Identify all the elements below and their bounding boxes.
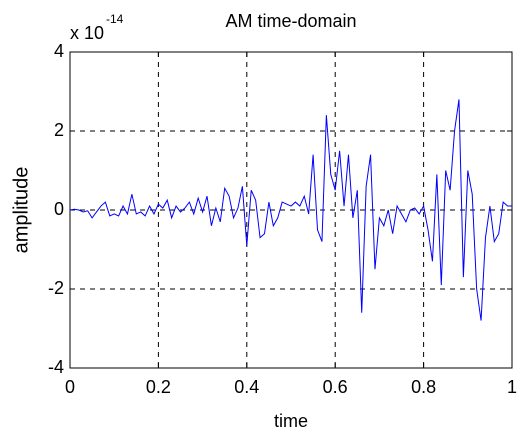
x-tick-label: 0.6 <box>323 377 348 397</box>
x-tick-label: 0.4 <box>234 377 259 397</box>
chart-title: AM time-domain <box>225 11 356 31</box>
x-tick-label: 1 <box>507 377 517 397</box>
y-exponent: -14 <box>106 12 124 26</box>
x-tick-label: 0.8 <box>411 377 436 397</box>
x-tick-label: 0.2 <box>146 377 171 397</box>
y-axis-label: amplitude <box>10 167 32 254</box>
y-tick-label: -2 <box>48 278 64 298</box>
y-tick-label: 4 <box>54 41 64 61</box>
data-line <box>69 99 512 321</box>
y-tick-label: -4 <box>48 357 64 377</box>
y-tick-label: 2 <box>54 120 64 140</box>
x-axis-label: time <box>274 411 308 431</box>
y-multiplier: x 10 <box>70 23 104 43</box>
y-tick-label: 0 <box>54 199 64 219</box>
x-tick-label: 0 <box>65 377 75 397</box>
